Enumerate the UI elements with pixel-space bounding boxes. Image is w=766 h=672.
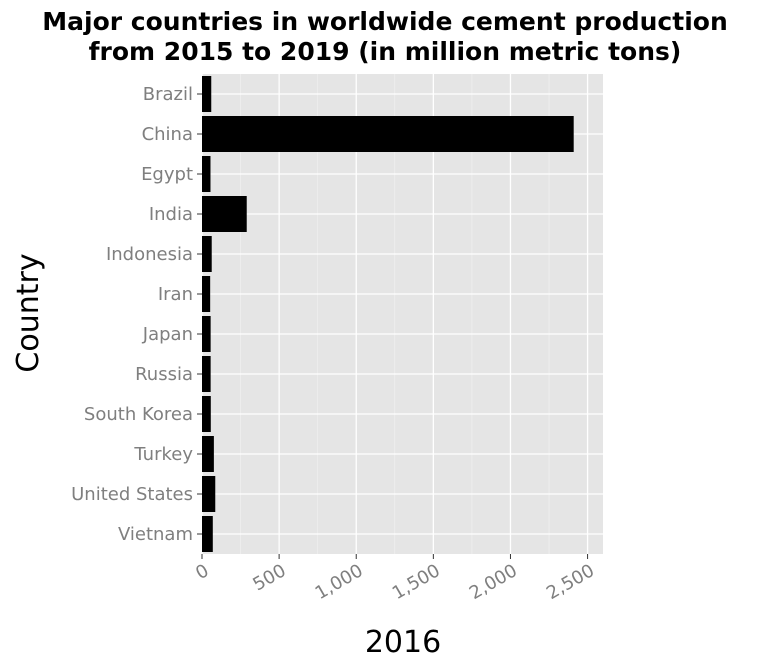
bar-united-states xyxy=(202,476,216,512)
bar-china xyxy=(202,116,574,152)
bar-egypt xyxy=(202,156,211,192)
x-tick-label: 0 xyxy=(192,560,212,584)
x-tick-label: 2,500 xyxy=(543,560,598,604)
y-tick-label: Indonesia xyxy=(106,244,193,265)
bar-iran xyxy=(202,276,211,312)
x-tick-label: 1,500 xyxy=(389,560,444,604)
y-axis-title: Country xyxy=(11,253,46,372)
y-tick-label: Egypt xyxy=(141,164,193,185)
bar-russia xyxy=(202,356,211,392)
x-tick-label: 1,000 xyxy=(312,560,367,604)
y-tick-label: Brazil xyxy=(143,84,193,105)
bar-turkey xyxy=(202,436,214,472)
y-tick-label: Turkey xyxy=(133,444,193,465)
chart-title-line-1: Major countries in worldwide cement prod… xyxy=(42,7,728,36)
y-tick-label: Iran xyxy=(158,284,193,305)
bar-vietnam xyxy=(202,516,213,552)
x-axis-title: 2016 xyxy=(365,625,441,660)
bar-indonesia xyxy=(202,236,212,272)
grid-lines xyxy=(201,74,603,554)
y-tick-label: Vietnam xyxy=(118,524,193,545)
y-tick-label: United States xyxy=(71,484,193,505)
y-tick-label: Russia xyxy=(135,364,193,385)
y-tick-label: India xyxy=(149,204,193,225)
y-tick-label: South Korea xyxy=(84,404,193,425)
x-tick-label: 2,000 xyxy=(466,560,521,604)
bar-south-korea xyxy=(202,396,211,432)
x-tick-label: 500 xyxy=(249,560,289,595)
chart-title-line-2: from 2015 to 2019 (in million metric ton… xyxy=(89,37,682,66)
bar-japan xyxy=(202,316,211,352)
bars xyxy=(202,76,574,552)
y-tick-label: China xyxy=(142,124,193,145)
plot-panel xyxy=(202,74,603,554)
bar-india xyxy=(202,196,247,232)
bar-brazil xyxy=(202,76,212,112)
y-tick-label: Japan xyxy=(142,324,193,345)
